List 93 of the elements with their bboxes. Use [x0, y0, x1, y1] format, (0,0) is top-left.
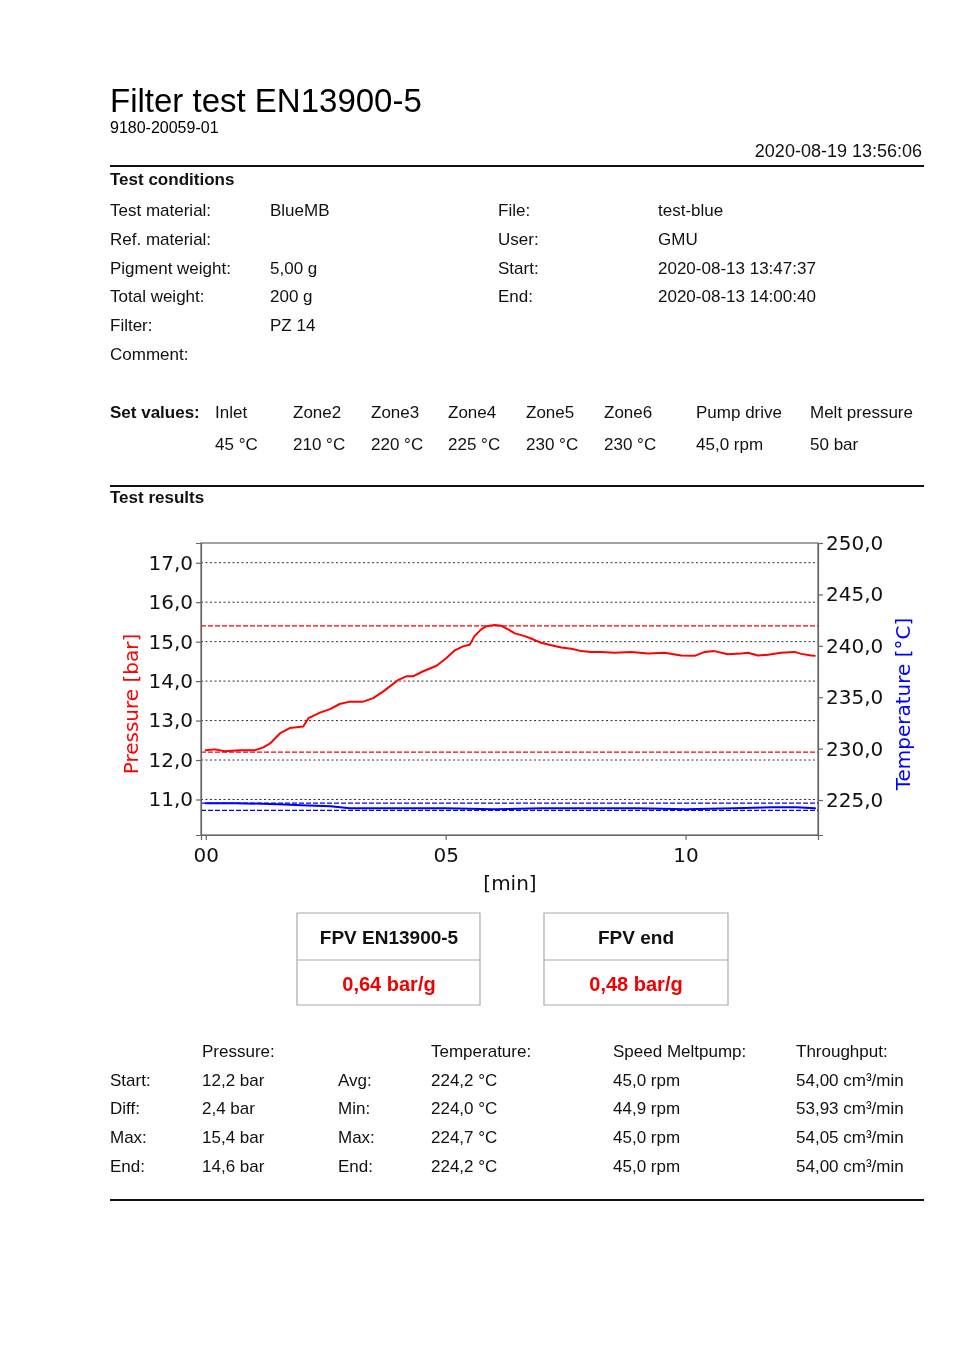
- text: Temperature:: [431, 1041, 532, 1061]
- text: Speed Meltpump:: [613, 1041, 747, 1061]
- text: Comment:: [110, 344, 189, 364]
- text: test-blue: [658, 200, 724, 220]
- text: 14,6 bar: [202, 1156, 265, 1176]
- text: Filter:: [110, 315, 153, 335]
- y2-tick-label: 235,0: [826, 685, 884, 710]
- y-tick-label: 12,0: [148, 747, 193, 772]
- text: FPV EN13900-5: [319, 926, 459, 948]
- text: Zone5: [526, 402, 575, 422]
- text: End:: [110, 1156, 145, 1176]
- text: End:: [338, 1156, 373, 1176]
- y-tick-label: 13,0: [148, 708, 193, 733]
- text: Zone2: [293, 402, 342, 422]
- text: 224,2 °C: [431, 1156, 498, 1176]
- text: Inlet: [215, 402, 248, 422]
- y2-tick-label: 230,0: [826, 736, 884, 761]
- text: 224,0 °C: [431, 1098, 498, 1118]
- text: 200 g: [270, 286, 313, 306]
- text: 225 °C: [448, 434, 501, 454]
- y-tick-label: 15,0: [148, 629, 193, 654]
- text: 2020-08-13 13:47:37: [658, 258, 816, 278]
- text: End:: [498, 286, 533, 306]
- line-series: [204, 624, 816, 753]
- text: BlueMB: [270, 200, 330, 220]
- text: 220 °C: [371, 434, 424, 454]
- y-tick-label: 11,0: [148, 787, 193, 812]
- text: Melt pressure: [810, 402, 913, 422]
- text: Max:: [110, 1127, 147, 1147]
- text: Min:: [338, 1098, 371, 1118]
- chart-title: Filter test EN13900-5: [110, 82, 422, 119]
- text: 230 °C: [526, 434, 579, 454]
- text: Diff:: [110, 1098, 140, 1118]
- y-tick-label: 17,0: [148, 550, 193, 575]
- text: Zone3: [371, 402, 420, 422]
- text: 5,00 g: [270, 258, 318, 278]
- text: Set values:: [110, 402, 200, 422]
- text: User:: [498, 229, 539, 249]
- text: 44,9 rpm: [613, 1098, 681, 1118]
- text: 210 °C: [293, 434, 346, 454]
- y-tick-label: 14,0: [148, 669, 193, 694]
- text: Test conditions: [110, 169, 235, 189]
- text: 0,64 bar/g: [342, 973, 436, 995]
- text: Throughput:: [796, 1041, 888, 1061]
- text: 45,0 rpm: [613, 1070, 681, 1090]
- text: 15,4 bar: [202, 1127, 265, 1147]
- y2-tick-label: 250,0: [826, 530, 884, 555]
- text: 2,4 bar: [202, 1098, 256, 1118]
- chart-subtitle: 9180-20059-01: [110, 119, 219, 136]
- x-tick-label: 10: [673, 843, 699, 868]
- text: 45 °C: [215, 434, 258, 454]
- text: GMU: [658, 229, 698, 249]
- line-series: [204, 802, 817, 811]
- text: 224,2 °C: [431, 1070, 498, 1090]
- text: Test results: [110, 487, 205, 507]
- text: 45,0 rpm: [696, 434, 764, 454]
- y2-tick-label: 240,0: [826, 633, 884, 658]
- text: 53,93 cm³/min: [796, 1098, 904, 1118]
- text: PZ 14: [270, 315, 316, 335]
- text: Avg:: [338, 1070, 372, 1090]
- text: Start:: [498, 258, 539, 278]
- text: 230 °C: [604, 434, 657, 454]
- text: 224,7 °C: [431, 1127, 498, 1147]
- text: 2020-08-13 14:00:40: [658, 286, 816, 306]
- text: Pressure:: [202, 1041, 275, 1061]
- x-tick-label: 05: [433, 843, 459, 868]
- text: Test material:: [110, 200, 212, 220]
- text: Zone6: [604, 402, 653, 422]
- y-tick-label: 16,0: [148, 590, 193, 615]
- text: Ref. material:: [110, 229, 212, 249]
- text: Start:: [110, 1070, 151, 1090]
- text: 45,0 rpm: [613, 1156, 681, 1176]
- y2-tick-label: 225,0: [826, 787, 884, 812]
- x-axis-title: [min]: [483, 871, 537, 895]
- text: Zone4: [448, 402, 497, 422]
- y2-tick-label: 245,0: [826, 582, 884, 607]
- text: 0,48 bar/g: [589, 973, 683, 995]
- text: Total weight:: [110, 286, 205, 306]
- y-axis-title: Pressure [bar]: [119, 633, 143, 775]
- text: File:: [498, 200, 531, 220]
- text: 54,00 cm³/min: [796, 1156, 904, 1176]
- text: Max:: [338, 1127, 375, 1147]
- x-tick-label: 00: [193, 843, 220, 868]
- text: 54,00 cm³/min: [796, 1070, 904, 1090]
- text: 54,05 cm³/min: [796, 1127, 904, 1147]
- y2-axis-title: Temperature [°C]: [891, 617, 915, 792]
- text: FPV end: [597, 926, 675, 948]
- text: 2020-08-19 13:56:06: [754, 141, 922, 161]
- text: Pump drive: [696, 402, 782, 422]
- text: Pigment weight:: [110, 258, 231, 278]
- text: 12,2 bar: [202, 1070, 265, 1090]
- text: 45,0 rpm: [613, 1127, 681, 1147]
- text: 50 bar: [810, 434, 859, 454]
